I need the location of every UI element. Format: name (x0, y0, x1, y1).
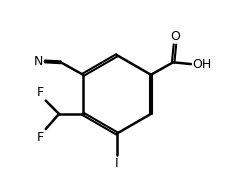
Text: F: F (37, 86, 44, 99)
Text: F: F (37, 131, 44, 144)
Text: N: N (34, 55, 43, 68)
Text: O: O (170, 30, 180, 43)
Text: I: I (115, 157, 119, 170)
Text: OH: OH (193, 57, 212, 71)
